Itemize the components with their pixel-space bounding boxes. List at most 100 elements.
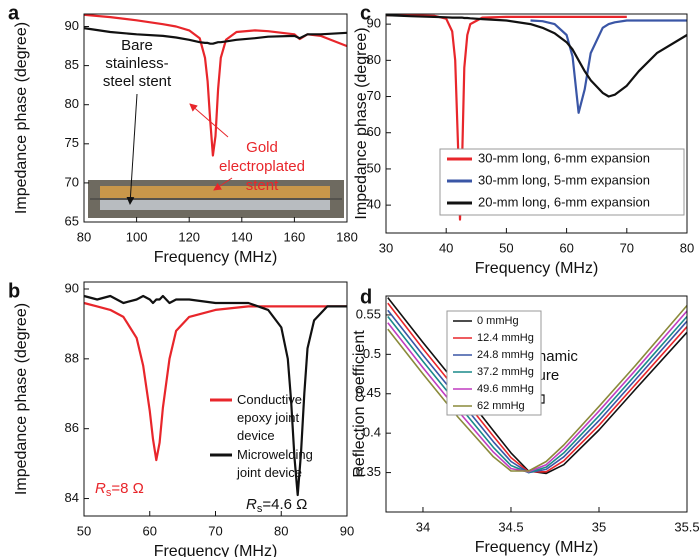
x-tick-label: 34.5 [498, 519, 523, 534]
x-tick-label: 100 [126, 229, 148, 244]
y-tick-label: 70 [65, 174, 79, 189]
y-tick-label: 70 [367, 88, 381, 103]
y-tick-label: 0.4 [363, 425, 381, 440]
annotation-line: electroplated [219, 158, 305, 175]
y-axis-label: Impedance phase (degree) [13, 303, 30, 495]
x-tick-label: 160 [284, 229, 306, 244]
legend-label: 24.8 mmHg [477, 349, 534, 361]
annotation-line: Gold [246, 139, 278, 156]
y-axis-label: Impedance phase (degree) [353, 27, 370, 219]
y-tick-label: 75 [65, 135, 79, 150]
annotation-part: R [246, 496, 257, 513]
plot-frame [83, 13, 348, 223]
panel-label: d [360, 286, 372, 308]
data-line [385, 14, 688, 98]
y-tick-label: 50 [367, 160, 381, 175]
x-tick-label: 90 [340, 523, 354, 538]
y-axis-label: Impedance phase (degree) [13, 22, 30, 214]
legend-box [439, 148, 685, 216]
legend-label: Microwelding joint device [237, 447, 313, 480]
data-line [530, 19, 687, 114]
plot-frame [385, 295, 688, 513]
annotation-line: stainless- [105, 55, 168, 72]
annotation: Rs=4.6 Ω [246, 496, 307, 515]
legend-label: Conductive epoxy joint device [237, 392, 303, 443]
x-tick-label: 50 [77, 523, 91, 538]
legend-label: 30-mm long, 5-mm expansion [478, 172, 650, 187]
x-tick-label: 40 [439, 240, 453, 255]
x-axis-label: Frequency (MHz) [475, 539, 599, 556]
legend-label: 62 mmHg [477, 400, 525, 412]
legend-box [446, 310, 542, 416]
panel-label: b [8, 280, 20, 302]
annotation-line: Bare [121, 37, 153, 54]
legend-label: 12.4 mmHg [477, 332, 534, 344]
plot-frame [385, 13, 688, 234]
y-tick-label: 90 [65, 18, 79, 33]
legend-label: 30-mm long, 6-mm expansion [478, 150, 650, 165]
data-line [387, 304, 688, 472]
x-tick-label: 60 [559, 240, 573, 255]
y-tick-label: 80 [65, 96, 79, 111]
annotation-line: steel stent [103, 73, 172, 90]
arrow [189, 103, 229, 138]
x-tick-label: 120 [178, 229, 200, 244]
x-axis-label: Frequency (MHz) [475, 260, 599, 277]
annotation-part: =4.6 Ω [262, 496, 307, 513]
data-line [385, 14, 627, 221]
legend-label: 0 mmHg [477, 315, 519, 327]
x-axis-label: Frequency (MHz) [154, 543, 278, 557]
y-tick-label: 0.35 [356, 464, 381, 479]
x-tick-label: 30 [379, 240, 393, 255]
x-tick-label: 80 [274, 523, 288, 538]
annotation-part: =8 Ω [111, 480, 143, 497]
y-tick-label: 84 [65, 490, 79, 505]
y-axis-label: Reflection coefficient [351, 330, 368, 478]
x-tick-label: 80 [77, 229, 91, 244]
data-line [83, 301, 347, 462]
legend-label: 37.2 mmHg [477, 366, 534, 378]
y-tick-label: 65 [65, 213, 79, 228]
y-tick-label: 0.55 [356, 306, 381, 321]
x-tick-label: 70 [620, 240, 634, 255]
annotation: Rs=8 Ω [95, 480, 144, 499]
annotation-line: stent [246, 177, 279, 194]
x-tick-label: 80 [680, 240, 694, 255]
y-tick-label: 0.5 [363, 346, 381, 361]
arrow [213, 177, 233, 191]
data-line [387, 315, 688, 474]
x-tick-label: 140 [231, 229, 253, 244]
x-axis-label: Frequency (MHz) [154, 249, 278, 266]
panel-label: c [360, 2, 371, 24]
annotation-part: s [106, 487, 112, 499]
x-tick-label: 35.5 [674, 519, 699, 534]
y-tick-label: 90 [65, 280, 79, 295]
arrow [126, 93, 138, 205]
x-tick-label: 180 [336, 229, 358, 244]
panel-label: a [8, 2, 20, 24]
legend-label: 49.6 mmHg [477, 383, 534, 395]
annotation: Bare stainless-steel stent [103, 37, 172, 90]
data-line [83, 27, 348, 45]
y-tick-label: 60 [367, 124, 381, 139]
inset-photo [88, 180, 344, 218]
y-tick-label: 85 [65, 57, 79, 72]
x-tick-label: 34 [416, 519, 430, 534]
y-tick-label: 80 [367, 52, 381, 67]
x-tick-label: 35 [592, 519, 606, 534]
annotation-part: s [257, 503, 263, 515]
data-line [83, 294, 347, 497]
x-tick-label: 50 [499, 240, 513, 255]
y-tick-label: 0.45 [356, 385, 381, 400]
y-tick-label: 90 [367, 16, 381, 31]
y-tick-label: 86 [65, 420, 79, 435]
y-tick-label: 40 [367, 197, 381, 212]
x-tick-label: 60 [143, 523, 157, 538]
legend-label: 20-mm long, 6-mm expansion [478, 194, 650, 209]
plot-frame [83, 281, 348, 517]
x-tick-label: 70 [208, 523, 222, 538]
annotation-part: R [95, 480, 106, 497]
annotation: Gold electroplated stent [219, 139, 305, 194]
